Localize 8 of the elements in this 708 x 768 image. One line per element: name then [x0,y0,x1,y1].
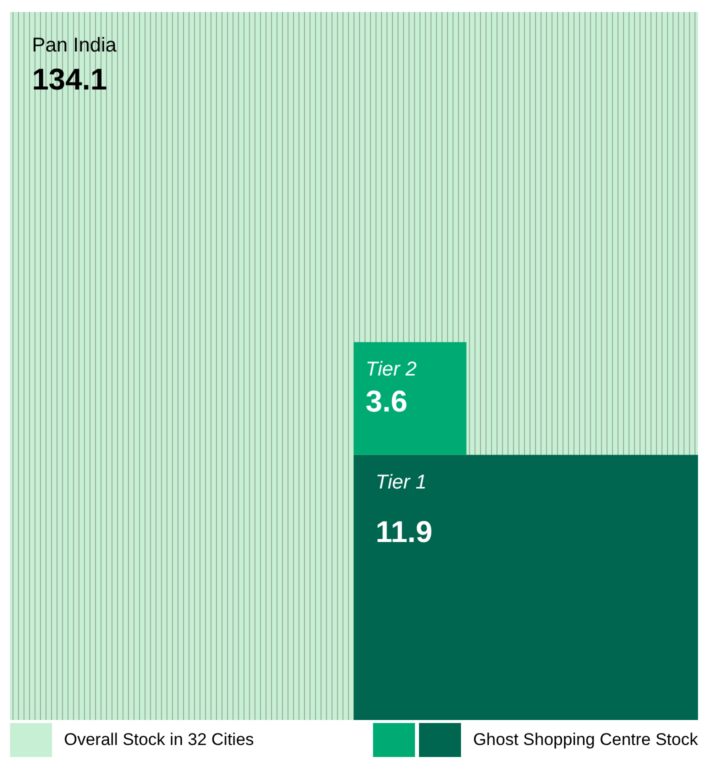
category-label: Pan India [32,34,118,57]
legend-label: Overall Stock in 32 Cities [64,730,254,750]
data-label: 11.9 [376,516,432,550]
data-label: 134.1 [32,63,108,96]
data-label: 3.6 [366,385,408,418]
category-label: Tier 1 [376,471,427,494]
category-label: Tier 2 [366,358,417,381]
legend-label: Ghost Shopping Centre Stock [473,730,698,750]
